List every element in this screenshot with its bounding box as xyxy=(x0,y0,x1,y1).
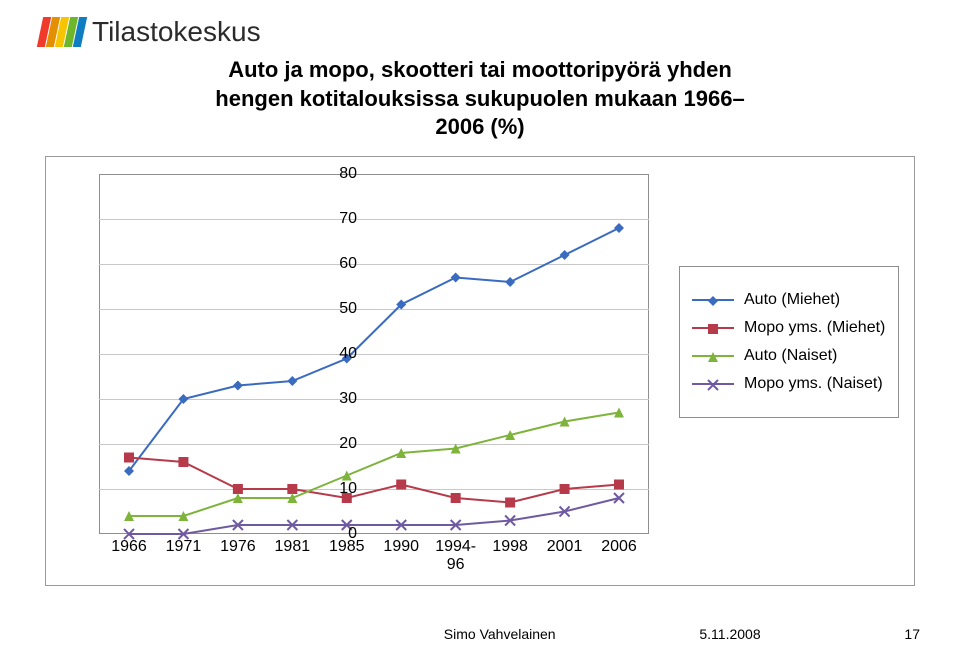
x-tick-label: 1981 xyxy=(275,538,311,556)
y-tick-label: 70 xyxy=(311,210,357,228)
series-marker xyxy=(124,452,134,462)
legend-label: Auto (Naiset) xyxy=(744,347,837,365)
legend-item: Mopo yms. (Naiset) xyxy=(692,375,886,393)
legend-item: Mopo yms. (Miehet) xyxy=(692,319,886,337)
y-tick-label: 50 xyxy=(311,300,357,318)
legend-marker-icon xyxy=(708,379,718,389)
legend-label: Mopo yms. (Naiset) xyxy=(744,375,883,393)
series-marker xyxy=(287,376,297,386)
brand-bars-icon xyxy=(37,17,87,47)
series-marker xyxy=(233,380,243,390)
x-tick-label: 1998 xyxy=(492,538,528,556)
legend-item: Auto (Miehet) xyxy=(692,291,886,309)
y-tick-label: 40 xyxy=(311,345,357,363)
legend-label: Auto (Miehet) xyxy=(744,291,840,309)
legend-swatch xyxy=(692,299,734,301)
series-marker xyxy=(287,484,297,494)
x-tick-label: 2006 xyxy=(601,538,637,556)
series-line xyxy=(129,412,619,516)
series-marker xyxy=(614,479,624,489)
title-line-3: 2006 (%) xyxy=(40,113,920,142)
legend-marker-icon xyxy=(708,351,718,361)
legend-label: Mopo yms. (Miehet) xyxy=(744,319,885,337)
legend-swatch xyxy=(692,327,734,329)
series-marker xyxy=(505,277,515,287)
series-marker xyxy=(342,470,352,480)
y-tick-label: 20 xyxy=(311,435,357,453)
legend-marker-icon xyxy=(708,323,718,333)
x-tick-label: 1971 xyxy=(166,538,202,556)
brand-logo: Tilastokeskus xyxy=(40,16,920,48)
x-tick-label: 1976 xyxy=(220,538,256,556)
series-marker xyxy=(233,484,243,494)
series-marker xyxy=(560,250,570,260)
series-marker xyxy=(396,479,406,489)
y-tick-label: 80 xyxy=(311,165,357,183)
x-tick-label: 1990 xyxy=(383,538,419,556)
x-tick-label: 1985 xyxy=(329,538,365,556)
y-tick-label: 10 xyxy=(311,480,357,498)
footer-author: Simo Vahvelainen xyxy=(444,626,556,642)
slide-footer: Simo Vahvelainen 5.11.2008 17 xyxy=(40,626,920,642)
series-marker xyxy=(505,497,515,507)
x-tick-label: 2001 xyxy=(547,538,583,556)
series-marker xyxy=(451,493,461,503)
series-marker xyxy=(178,457,188,467)
series-line xyxy=(129,228,619,471)
chart-title: Auto ja mopo, skootteri tai moottoripyör… xyxy=(40,56,920,142)
x-tick-label: 1966 xyxy=(111,538,147,556)
chart-container: 01020304050607080 1966197119761981198519… xyxy=(45,156,915,586)
legend-swatch xyxy=(692,355,734,357)
title-line-2: hengen kotitalouksissa sukupuolen mukaan… xyxy=(40,85,920,114)
footer-date: 5.11.2008 xyxy=(699,626,760,642)
footer-page: 17 xyxy=(904,626,920,642)
legend-item: Auto (Naiset) xyxy=(692,347,886,365)
series-svg xyxy=(99,174,649,534)
y-tick-label: 60 xyxy=(311,255,357,273)
legend-marker-icon xyxy=(708,295,718,305)
series-marker xyxy=(614,223,624,233)
title-line-1: Auto ja mopo, skootteri tai moottoripyör… xyxy=(40,56,920,85)
series-marker xyxy=(451,272,461,282)
x-tick-label: 1994- 96 xyxy=(435,538,476,574)
slide-page: Tilastokeskus Auto ja mopo, skootteri ta… xyxy=(0,0,960,652)
series-marker xyxy=(560,484,570,494)
plot-area xyxy=(99,174,649,534)
y-tick-label: 30 xyxy=(311,390,357,408)
legend-swatch xyxy=(692,383,734,385)
series-line xyxy=(129,498,619,534)
footer-spacer xyxy=(40,626,300,642)
brand-name: Tilastokeskus xyxy=(92,16,261,48)
legend: Auto (Miehet) Mopo yms. (Miehet) Auto (Nai… xyxy=(679,266,899,418)
